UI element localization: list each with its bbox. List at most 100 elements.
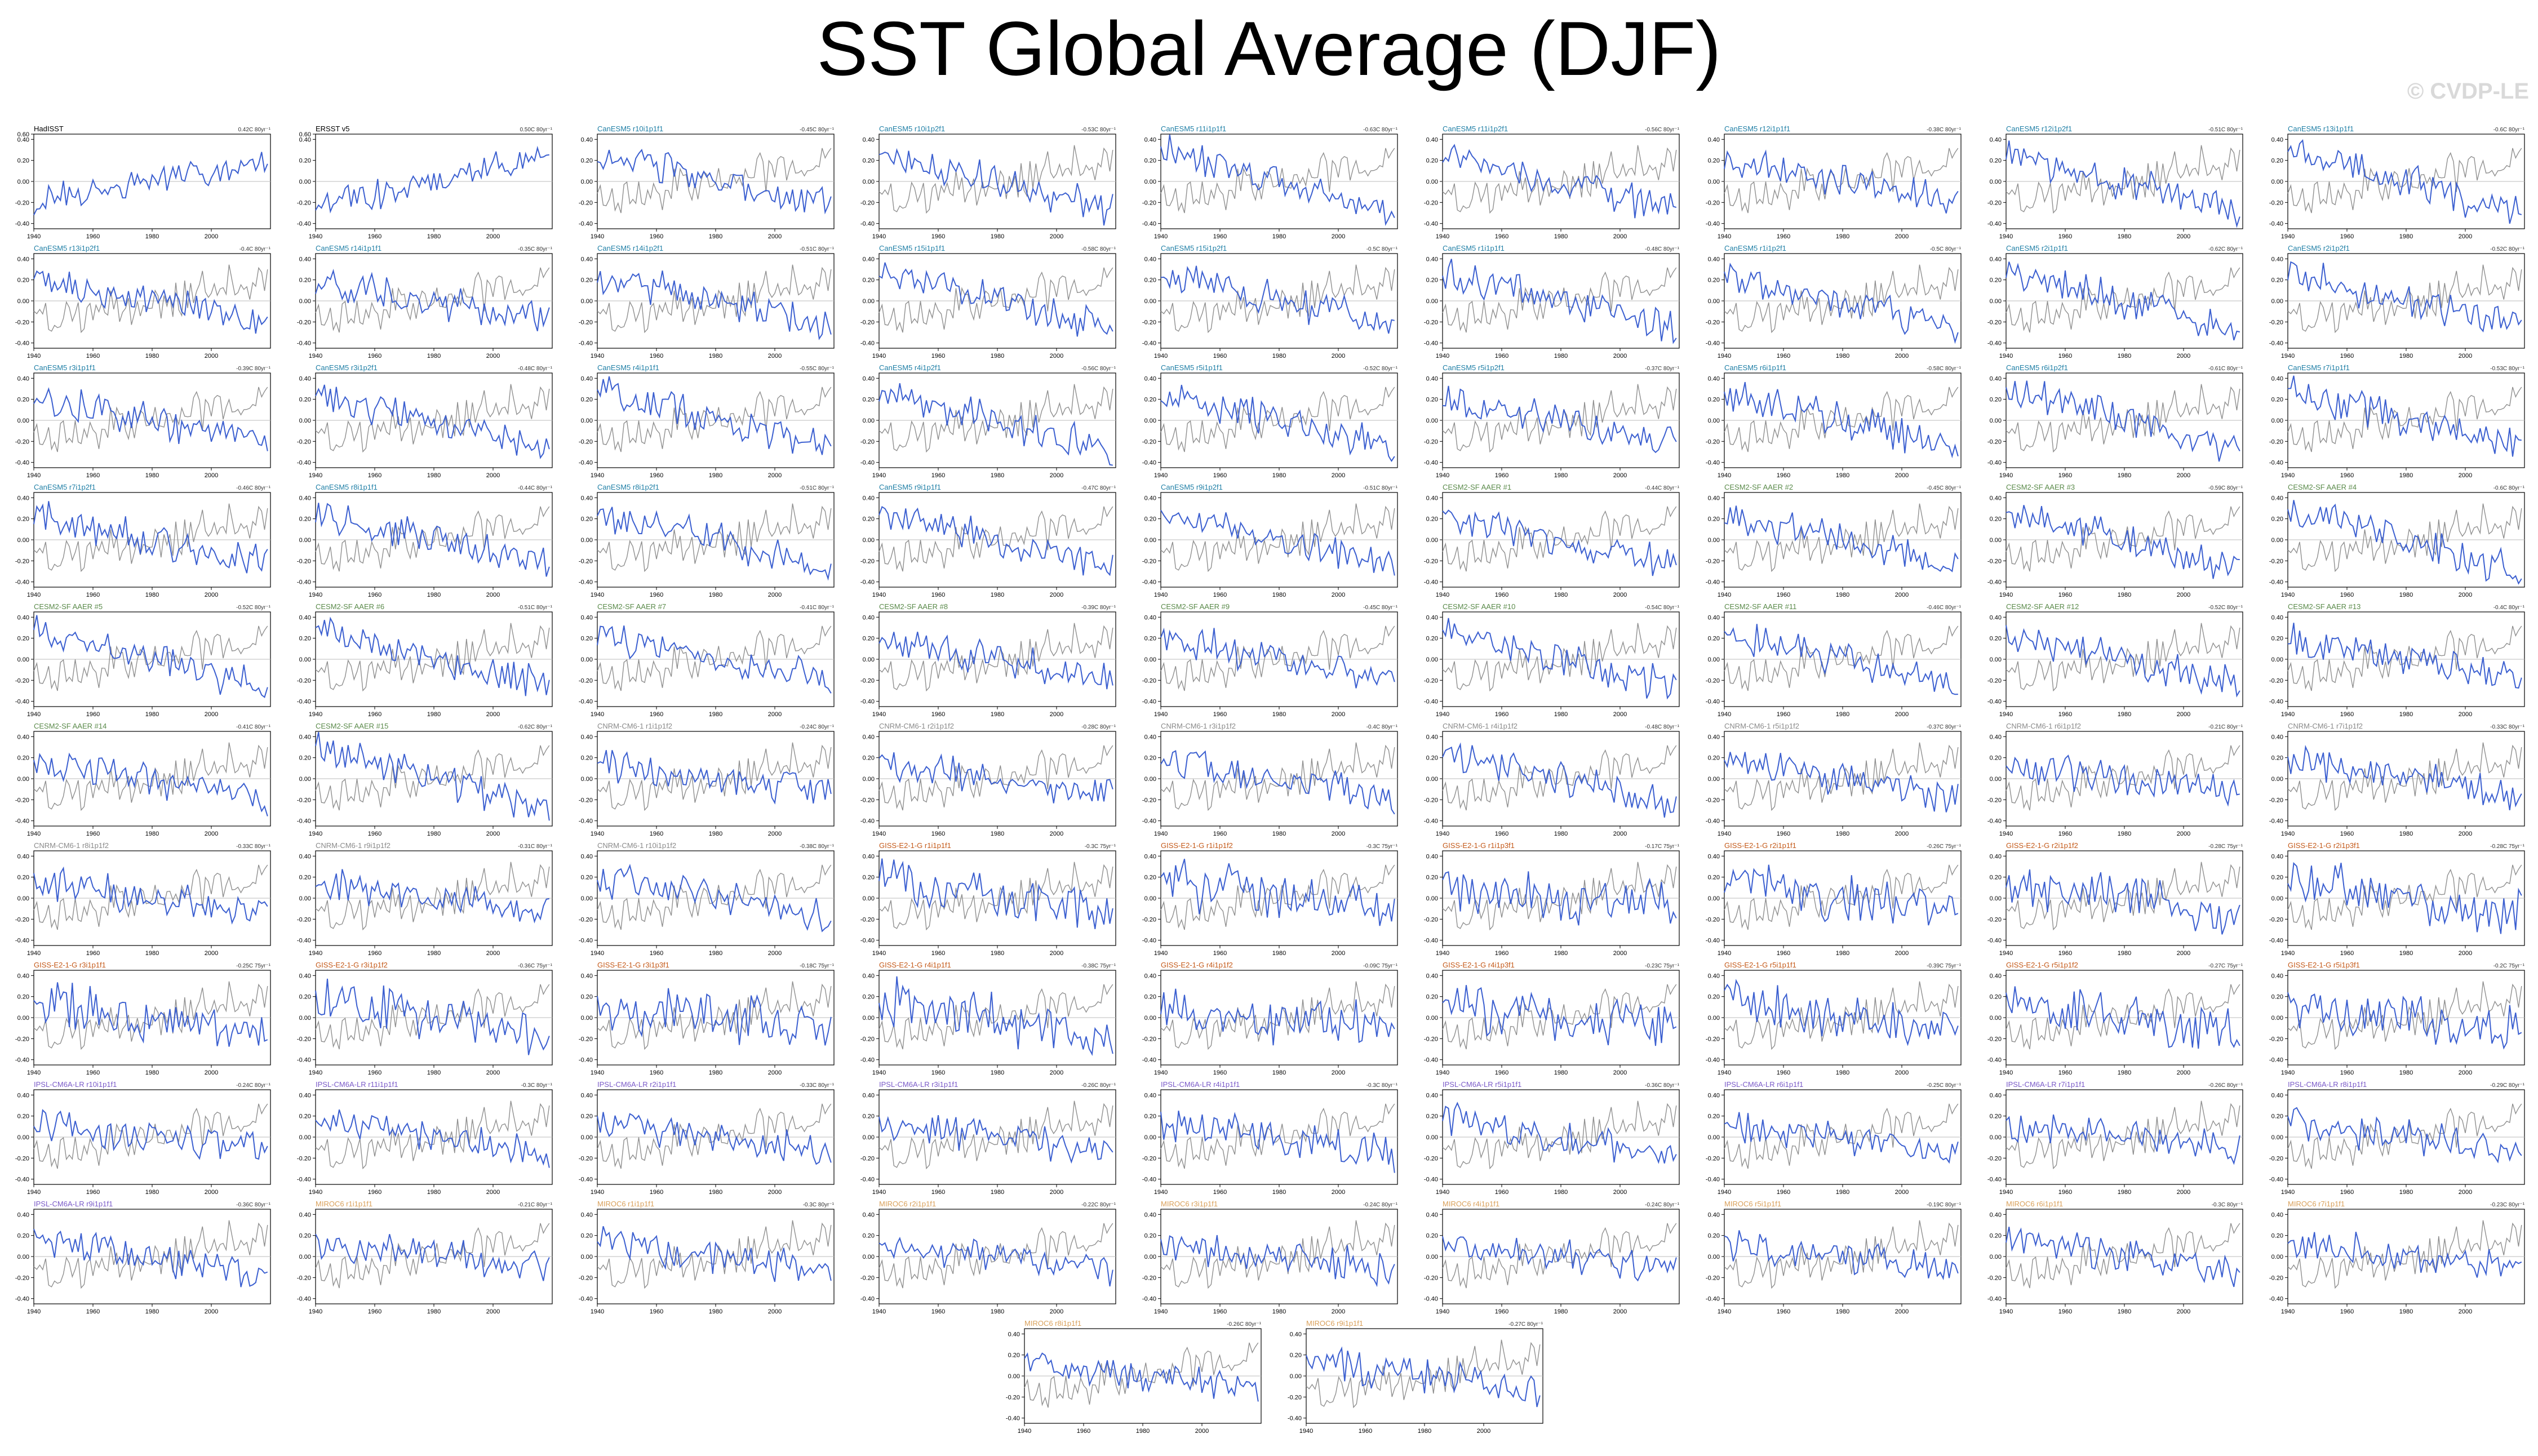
y-tick-label: 0.00 bbox=[17, 776, 29, 783]
x-tick-label: 1980 bbox=[1136, 1428, 1150, 1435]
chart-svg: IPSL-CM6A-LR r2i1p1f1 -0.33C 80yr⁻¹ 0.40 0.… bbox=[579, 1080, 835, 1196]
x-tick-label: 1980 bbox=[2118, 233, 2131, 240]
y-tick-label: 0.20 bbox=[17, 1113, 29, 1120]
model-series-line bbox=[1724, 864, 1959, 926]
obs-series-line bbox=[597, 148, 832, 214]
trend-label: -0.39C 80yr⁻¹ bbox=[1081, 605, 1116, 611]
y-tick-label: -0.40 bbox=[1424, 460, 1438, 467]
y-tick-label: 0.20 bbox=[1426, 397, 1438, 403]
chart-panel: CanESM5 r4i1p2f1 -0.56C 80yr⁻¹ 0.40 0.20 0.0… bbox=[855, 363, 1120, 479]
trend-label: -0.45C 80yr⁻¹ bbox=[800, 127, 835, 133]
model-series-line bbox=[597, 1112, 832, 1165]
x-tick-label: 1960 bbox=[86, 1189, 100, 1196]
chart-panel: IPSL-CM6A-LR r6i1p1f1 -0.25C 80yr⁻¹ 0.40 0.… bbox=[1701, 1080, 1965, 1196]
y-tick-label: -0.40 bbox=[297, 1057, 311, 1064]
panel-title: MIROC6 r2i1p1f1 bbox=[879, 1200, 936, 1208]
y-tick-label: -0.40 bbox=[1706, 818, 1720, 825]
y-tick-label: -0.20 bbox=[1424, 319, 1438, 326]
y-tick-label: 0.00 bbox=[1990, 418, 2002, 424]
x-tick-label: 2000 bbox=[486, 353, 500, 359]
chart-panel: CESM2-SF AAER #4 -0.6C 80yr⁻¹ 0.40 0.20 0.00… bbox=[2264, 482, 2529, 598]
x-tick-label: 1940 bbox=[1154, 592, 1168, 598]
y-tick-label: 0.40 bbox=[2271, 375, 2283, 382]
chart-panel: CNRM-CM6-1 r8i1p1f2 -0.33C 80yr⁻¹ 0.40 0.20… bbox=[10, 841, 275, 957]
y-tick-label: -0.40 bbox=[1424, 1057, 1438, 1064]
y-tick-label: 0.20 bbox=[863, 397, 875, 403]
y-tick-label: -0.20 bbox=[1142, 1275, 1156, 1281]
y-tick-label: 0.20 bbox=[17, 158, 29, 165]
chart-panel: CanESM5 r6i1p1f1 -0.58C 80yr⁻¹ 0.40 0.20 0.0… bbox=[1701, 363, 1965, 479]
y-tick-label: 0.40 bbox=[1426, 375, 1438, 382]
y-tick-label: 0.20 bbox=[1708, 397, 1720, 403]
x-tick-label: 1940 bbox=[1154, 1069, 1168, 1076]
chart-svg: CESM2-SF AAER #8 -0.39C 80yr⁻¹ 0.40 0.20 0.0… bbox=[860, 602, 1116, 718]
y-tick-label: -0.40 bbox=[1987, 340, 2002, 347]
x-tick-label: 2000 bbox=[2177, 472, 2190, 479]
y-tick-label: -0.20 bbox=[579, 916, 593, 923]
chart-panel: MIROC6 r1i1p1f1 -0.21C 80yr⁻¹ 0.40 0.20 0.00… bbox=[292, 1199, 557, 1315]
panel-title: IPSL-CM6A-LR r5i1p1f1 bbox=[1443, 1080, 1521, 1089]
chart-panel: CanESM5 r6i1p2f1 -0.61C 80yr⁻¹ 0.40 0.20 0.0… bbox=[1982, 363, 2247, 479]
x-tick-label: 2000 bbox=[1050, 1189, 1063, 1196]
y-tick-label: -0.20 bbox=[579, 1275, 593, 1281]
x-tick-label: 1940 bbox=[1999, 1308, 2013, 1315]
x-tick-label: 2000 bbox=[1613, 592, 1627, 598]
y-tick-label: 0.00 bbox=[299, 656, 311, 663]
obs-series-line bbox=[1724, 264, 1959, 334]
y-tick-label: -0.40 bbox=[1142, 1057, 1156, 1064]
panel-title: CanESM5 r11i1p2f1 bbox=[1443, 125, 1508, 133]
x-tick-label: 1960 bbox=[1777, 1069, 1790, 1076]
trend-label: -0.36C 75yr⁻¹ bbox=[518, 963, 553, 969]
model-series-line bbox=[2287, 744, 2522, 811]
panel-title: CESM2-SF AAER #1 bbox=[1443, 483, 1511, 491]
x-tick-label: 2000 bbox=[486, 950, 500, 957]
model-series-line bbox=[878, 632, 1113, 690]
y-tick-label: -0.40 bbox=[15, 699, 29, 705]
panel-title: CanESM5 r8i1p2f1 bbox=[597, 483, 659, 491]
obs-series-line bbox=[315, 623, 550, 692]
y-tick-label: -0.20 bbox=[1424, 1036, 1438, 1042]
x-tick-label: 2000 bbox=[1195, 1428, 1209, 1435]
obs-series-line bbox=[33, 1103, 268, 1169]
y-tick-label: -0.20 bbox=[1987, 677, 2002, 684]
x-tick-label: 1940 bbox=[309, 592, 322, 598]
obs-series-line bbox=[2005, 1100, 2240, 1170]
x-tick-label: 1960 bbox=[650, 472, 663, 479]
y-tick-label: -0.40 bbox=[579, 699, 593, 705]
y-tick-label: -0.20 bbox=[15, 1036, 29, 1042]
y-tick-label: 0.20 bbox=[1426, 158, 1438, 165]
chart-panel: GISS-E2-1-G r2i1p1f2 -0.28C 75yr⁻¹ 0.40 0.2… bbox=[1982, 841, 2247, 957]
y-tick-label: 0.40 bbox=[1990, 256, 2002, 263]
y-tick-label: -0.20 bbox=[1424, 199, 1438, 206]
chart-panel: CESM2-SF AAER #13 -0.4C 80yr⁻¹ 0.40 0.20 0.0… bbox=[2264, 602, 2529, 718]
trend-label: -0.26C 80yr⁻¹ bbox=[2208, 1082, 2243, 1089]
chart-svg: GISS-E2-1-G r5i1p3f1 -0.2C 75yr⁻¹ 0.40 0.20… bbox=[2269, 961, 2525, 1076]
y-tick-label: -0.20 bbox=[15, 558, 29, 565]
chart-svg: MIROC6 r1i1p1f1 -0.21C 80yr⁻¹ 0.40 0.20 0.00… bbox=[297, 1200, 553, 1315]
model-series-line bbox=[2005, 625, 2240, 698]
y-tick-label: 0.00 bbox=[1144, 537, 1156, 544]
x-tick-label: 1960 bbox=[2340, 1189, 2354, 1196]
y-tick-label: 0.20 bbox=[1708, 516, 1720, 523]
x-tick-label: 1960 bbox=[368, 950, 381, 957]
y-tick-label: -0.40 bbox=[579, 1296, 593, 1303]
y-tick-label: 0.00 bbox=[1708, 895, 1720, 902]
chart-svg: CanESM5 r1i1p1f1 -0.48C 80yr⁻¹ 0.40 0.20 0.0… bbox=[1424, 244, 1680, 359]
x-tick-label: 1960 bbox=[650, 950, 663, 957]
panel-title: CNRM-CM6-1 r5i1p1f2 bbox=[1724, 722, 1799, 730]
y-tick-label: -0.20 bbox=[1987, 1275, 2002, 1281]
y-tick-label: 0.20 bbox=[1426, 1113, 1438, 1120]
y-tick-label: 0.00 bbox=[1990, 179, 2002, 185]
x-tick-label: 1960 bbox=[2058, 950, 2072, 957]
x-tick-label: 1940 bbox=[1436, 1069, 1449, 1076]
panel-title: MIROC6 r6i1p1f1 bbox=[2006, 1200, 2063, 1208]
x-tick-label: 1980 bbox=[2399, 1189, 2413, 1196]
x-tick-label: 1980 bbox=[709, 711, 722, 718]
chart-panel: GISS-E2-1-G r4i1p1f2 -0.09C 75yr⁻¹ 0.40 0.2… bbox=[1137, 960, 1402, 1076]
model-series-line bbox=[1442, 144, 1677, 219]
x-tick-label: 1940 bbox=[2281, 1308, 2295, 1315]
x-tick-label: 1940 bbox=[1154, 950, 1168, 957]
x-tick-label: 2000 bbox=[768, 711, 782, 718]
y-tick-label: 0.00 bbox=[17, 179, 29, 185]
obs-series-line bbox=[1024, 1342, 1259, 1408]
